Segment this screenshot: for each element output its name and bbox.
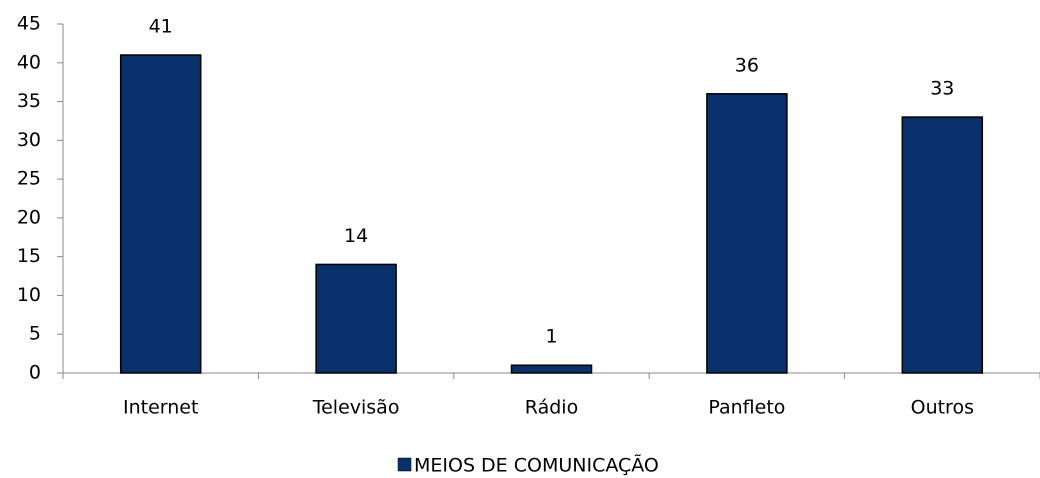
y-tick-label: 35 — [17, 90, 41, 112]
x-tick-label: Panfleto — [708, 397, 785, 419]
y-tick-label: 30 — [17, 129, 41, 151]
x-tick-label: Internet — [123, 397, 198, 419]
y-tick-label: 15 — [17, 245, 41, 267]
value-label: 1 — [545, 326, 557, 348]
y-tick-label: 25 — [17, 168, 41, 190]
y-tick-label: 10 — [17, 284, 41, 306]
bar — [510, 364, 593, 374]
y-tick-label: 0 — [29, 362, 41, 384]
value-label: 14 — [344, 225, 368, 247]
x-tick-label: Televisão — [312, 397, 400, 419]
x-tick-label: Outros — [911, 397, 974, 419]
bar — [901, 116, 984, 374]
bar — [119, 54, 202, 374]
y-tick-label: 5 — [29, 323, 41, 345]
bar — [706, 93, 788, 374]
value-label: 33 — [930, 78, 954, 100]
y-tick-label: 40 — [17, 51, 41, 73]
value-label: 41 — [149, 16, 173, 38]
y-tick-label: 20 — [17, 206, 41, 228]
legend-swatch — [397, 457, 412, 472]
bar — [315, 263, 397, 374]
value-label: 36 — [735, 54, 759, 76]
legend-label: MEIOS DE COMUNICAÇÃO — [414, 454, 659, 477]
y-tick-label: 45 — [17, 13, 41, 35]
x-tick-label: Rádio — [525, 397, 578, 419]
